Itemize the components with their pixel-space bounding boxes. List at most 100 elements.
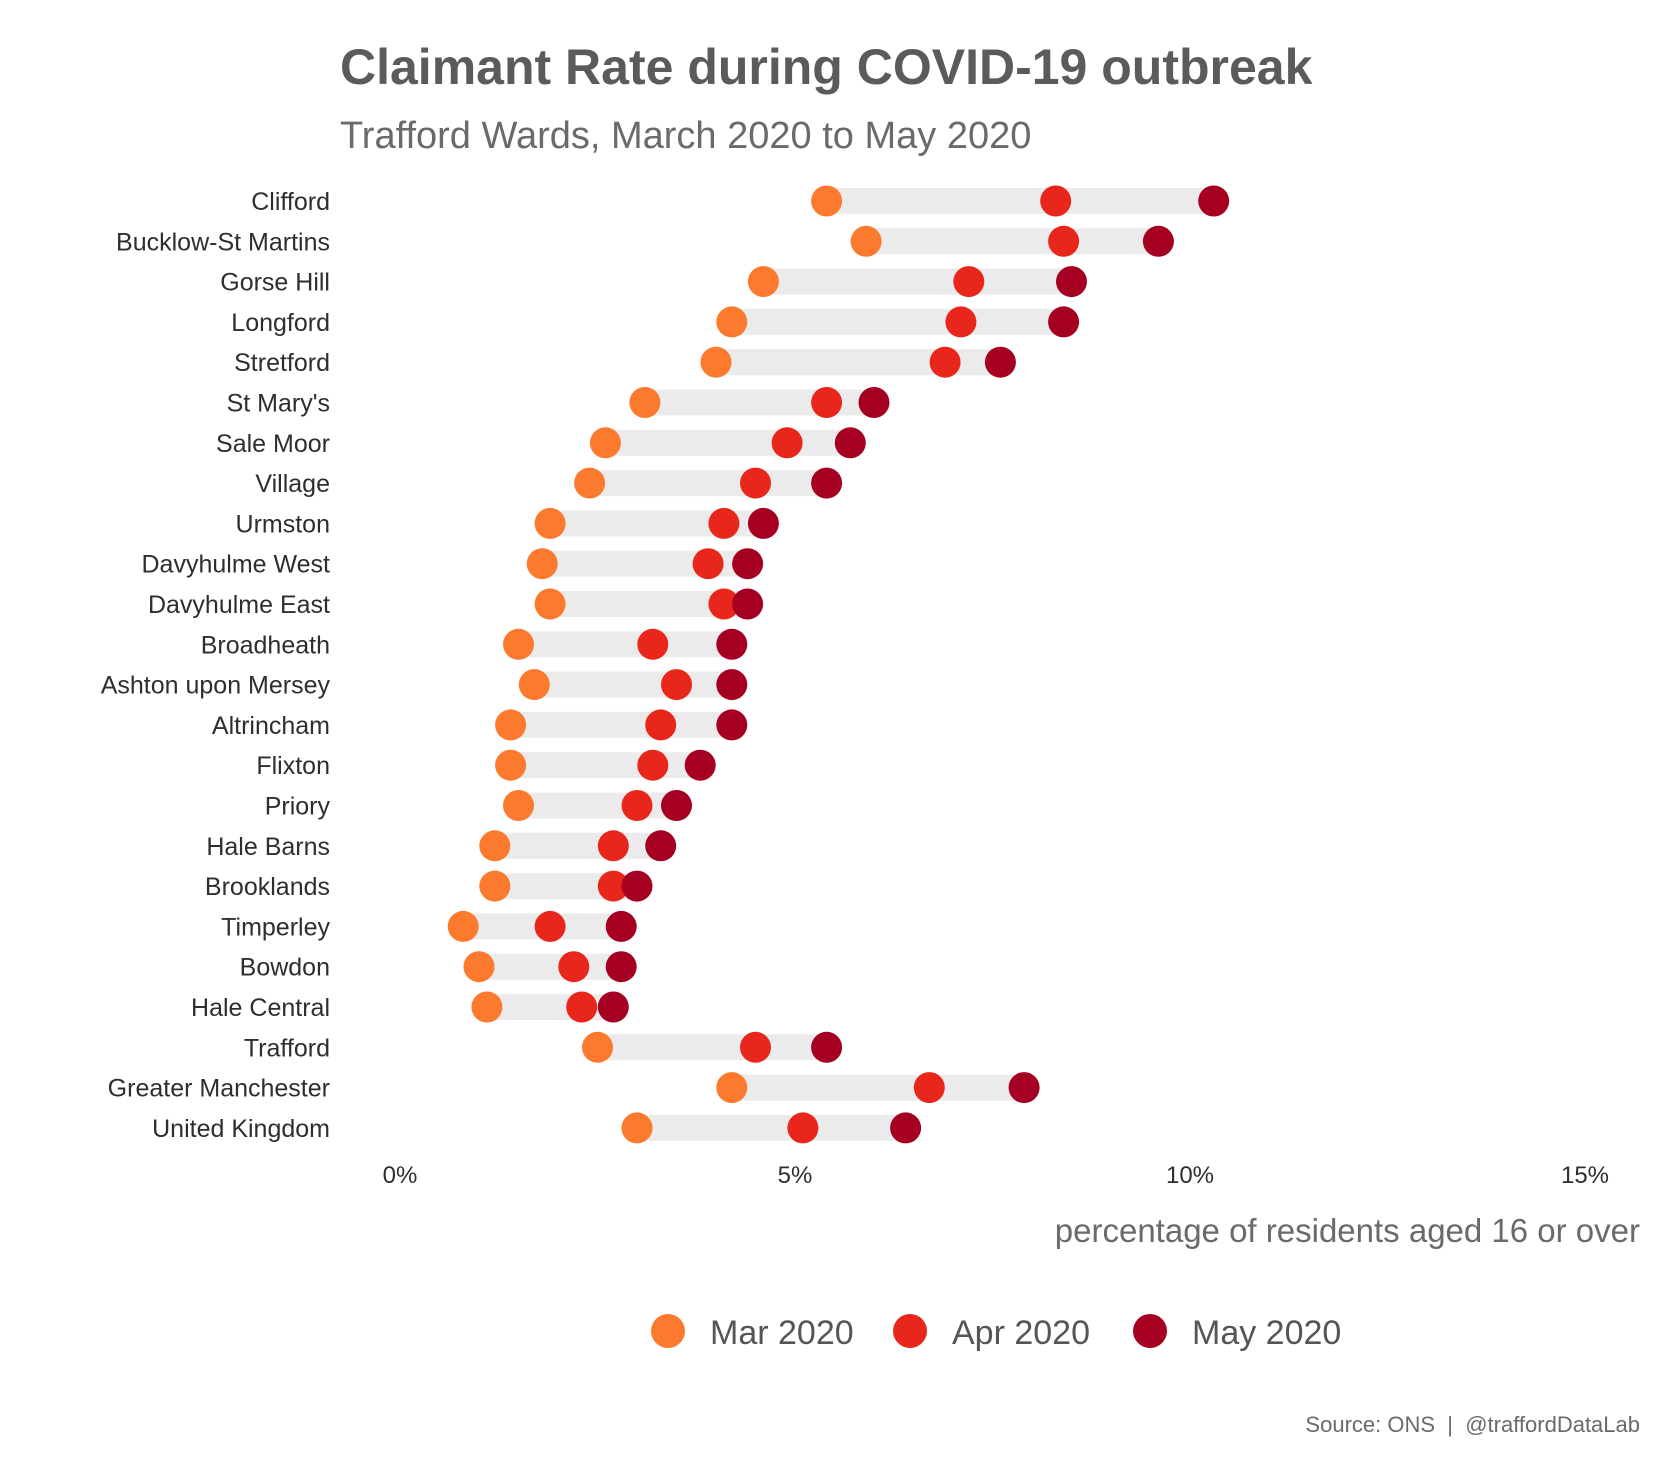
point-apr-2020-priory (621, 790, 653, 821)
point-apr-2020-hale-central (566, 991, 598, 1023)
legend-label: May 2020 (1192, 1314, 1341, 1352)
data-points (447, 185, 1230, 1144)
point-mar-2020-bowdon (463, 951, 495, 983)
category-label: Clifford (251, 188, 330, 216)
point-apr-2020-sale-moor (771, 427, 803, 459)
point-may-2020-ashton-upon-mersey (716, 669, 748, 701)
point-apr-2020-bucklow-st-martins (1048, 225, 1080, 257)
category-label: Flixton (256, 752, 330, 780)
category-label: Davyhulme East (148, 591, 330, 619)
point-mar-2020-flixton (495, 749, 527, 781)
legend-key-may-2020 (1133, 1314, 1167, 1348)
point-may-2020-gorse-hill (1056, 266, 1087, 298)
chart-title: Claimant Rate during COVID-19 outbreak (340, 39, 1313, 95)
point-apr-2020-bowdon (558, 951, 590, 983)
point-mar-2020-hale-barns (479, 830, 511, 862)
x-tick-label: 5% (778, 1162, 813, 1189)
point-may-2020-bucklow-st-martins (1142, 225, 1174, 257)
point-apr-2020-stretford (929, 346, 961, 378)
point-may-2020-st-mary-s (858, 387, 890, 418)
point-mar-2020-bucklow-st-martins (850, 225, 882, 257)
point-may-2020-timperley (605, 910, 637, 942)
point-apr-2020-altrincham (645, 709, 677, 741)
legend: Mar 2020 Apr 2020 May 2020 (651, 1314, 1341, 1352)
category-labels: Clifford Bucklow-St Martins Gorse Hill Long… (101, 188, 331, 1143)
point-may-2020-priory (661, 790, 692, 821)
x-tick-label: 0% (383, 1162, 418, 1189)
category-label: Ashton upon Mersey (101, 672, 331, 700)
point-apr-2020-timperley (534, 910, 566, 942)
point-apr-2020-longford (945, 306, 977, 338)
category-label: Greater Manchester (108, 1075, 330, 1103)
point-mar-2020-trafford (582, 1031, 613, 1063)
point-apr-2020-flixton (637, 749, 669, 781)
x-axis-ticks: 0% 5% 10% 15% (383, 1162, 1609, 1189)
category-label: Priory (265, 793, 331, 821)
point-mar-2020-timperley (447, 910, 479, 942)
category-label: Urmston (236, 510, 330, 538)
range-bars (463, 188, 1214, 1141)
category-label: Altrincham (212, 712, 330, 740)
point-mar-2020-priory (503, 790, 534, 821)
point-may-2020-hale-central (597, 991, 629, 1023)
legend-label: Mar 2020 (710, 1314, 854, 1352)
category-label: Bowdon (240, 954, 330, 982)
point-apr-2020-davyhulme-west (692, 548, 724, 580)
category-label: Hale Central (191, 994, 330, 1022)
category-label: Village (255, 470, 330, 498)
point-mar-2020-st-mary-s (629, 387, 661, 418)
point-may-2020-greater-manchester (1008, 1072, 1040, 1104)
category-label: Gorse Hill (220, 269, 330, 297)
point-mar-2020-brooklands (479, 870, 511, 902)
point-apr-2020-brooklands (597, 870, 629, 902)
category-label: St Mary's (227, 390, 330, 418)
point-may-2020-longford (1048, 306, 1080, 338)
point-mar-2020-ashton-upon-mersey (518, 669, 550, 701)
point-mar-2020-hale-central (471, 991, 503, 1023)
category-label: Brooklands (205, 873, 330, 901)
x-axis-label: percentage of residents aged 16 or over (1055, 1212, 1640, 1249)
category-label: Davyhulme West (142, 551, 331, 579)
point-mar-2020-broadheath (503, 628, 534, 660)
point-may-2020-urmston (747, 507, 779, 539)
point-may-2020-trafford (811, 1031, 843, 1063)
point-may-2020-davyhulme-east (732, 588, 764, 620)
point-may-2020-davyhulme-west (732, 548, 764, 580)
category-label: Hale Barns (206, 833, 330, 861)
category-label: Sale Moor (216, 430, 330, 458)
point-may-2020-altrincham (716, 709, 748, 741)
point-mar-2020-clifford (811, 185, 843, 217)
point-may-2020-hale-barns (645, 830, 677, 862)
point-may-2020-village (811, 467, 843, 499)
point-apr-2020-st-mary-s (811, 387, 843, 418)
point-apr-2020-clifford (1040, 185, 1072, 217)
point-may-2020-brooklands (621, 870, 653, 902)
point-mar-2020-village (574, 467, 606, 499)
category-label: Stretford (234, 349, 330, 377)
point-may-2020-stretford (984, 346, 1016, 378)
category-label: Bucklow-St Martins (116, 228, 330, 256)
point-mar-2020-greater-manchester (716, 1072, 748, 1104)
category-label: Broadheath (201, 631, 330, 659)
point-may-2020-clifford (1198, 185, 1230, 217)
point-may-2020-flixton (684, 749, 716, 781)
category-label: Timperley (221, 913, 330, 941)
source-caption: Source: ONS | @traffordDataLab (1305, 1412, 1640, 1437)
point-mar-2020-gorse-hill (747, 266, 779, 298)
point-mar-2020-davyhulme-east (534, 588, 566, 620)
point-apr-2020-gorse-hill (953, 266, 985, 298)
legend-label: Apr 2020 (952, 1314, 1090, 1352)
point-apr-2020-village (740, 467, 771, 499)
x-tick-label: 10% (1166, 1162, 1214, 1189)
point-mar-2020-stretford (700, 346, 732, 378)
legend-key-mar-2020 (651, 1314, 685, 1348)
point-mar-2020-longford (716, 306, 748, 338)
legend-key-apr-2020 (893, 1314, 927, 1348)
point-apr-2020-trafford (740, 1031, 771, 1063)
point-apr-2020-davyhulme-east (708, 588, 740, 620)
point-mar-2020-united-kingdom (621, 1112, 653, 1144)
category-label: United Kingdom (152, 1115, 330, 1143)
point-apr-2020-broadheath (637, 628, 669, 660)
point-mar-2020-davyhulme-west (526, 548, 558, 580)
